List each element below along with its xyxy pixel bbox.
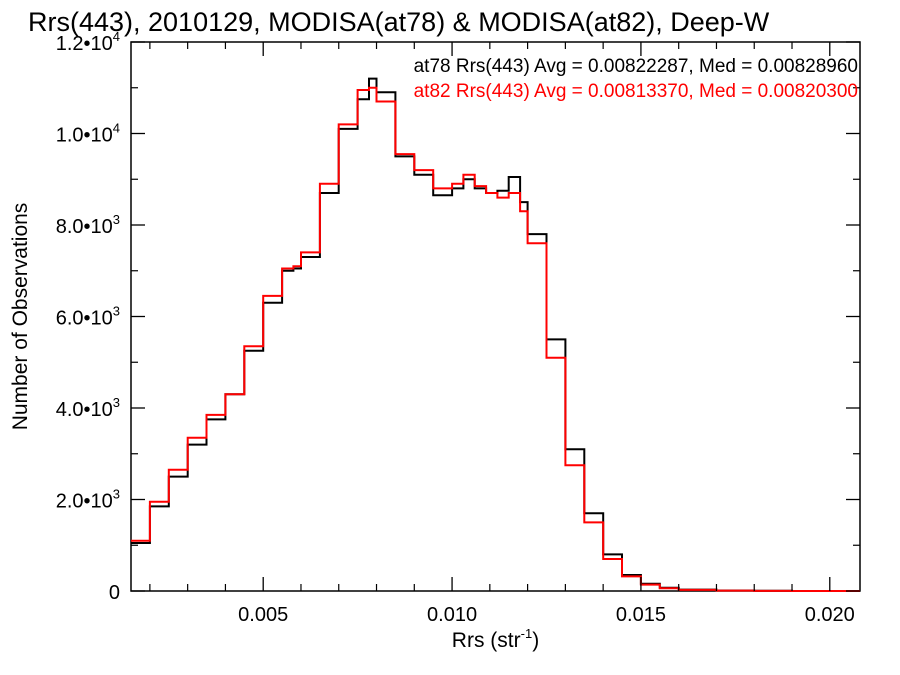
y-tick-mantissa: 4.0•10 bbox=[56, 399, 113, 421]
y-tick-mantissa: 8.0•10 bbox=[56, 216, 113, 238]
y-axis-label: Number of Observations bbox=[9, 203, 32, 431]
y-tick-label: 8.0•103 bbox=[56, 212, 120, 238]
y-tick-exponent: 3 bbox=[113, 395, 120, 410]
series-line-1 bbox=[131, 86, 860, 592]
chart-title: Rrs(443), 2010129, MODISA(at78) & MODISA… bbox=[28, 7, 770, 37]
x-axis-label: Rrs (str-1) bbox=[452, 626, 539, 652]
axis-ticks: 0.005 0.010 0.015 0.02002.0•1034.0•1036.0•1… bbox=[56, 29, 860, 626]
plot-area bbox=[130, 41, 861, 592]
plot-border bbox=[130, 41, 861, 592]
y-tick-label: 0 bbox=[109, 582, 120, 604]
y-tick-mantissa: 1.0•10 bbox=[56, 125, 113, 147]
y-tick-exponent: 4 bbox=[113, 121, 120, 136]
y-tick-exponent: 3 bbox=[113, 487, 120, 502]
y-tick-mantissa: 1.2•10 bbox=[56, 33, 113, 55]
x-tick-label: 0.020 bbox=[805, 604, 855, 626]
y-tick-mantissa: 2.0•10 bbox=[56, 491, 113, 513]
y-tick-label: 1.0•104 bbox=[56, 121, 120, 147]
y-tick-label: 2.0•103 bbox=[56, 487, 120, 513]
y-tick-label: 1.2•104 bbox=[56, 29, 120, 55]
series-layer bbox=[131, 77, 860, 592]
annotation-at82: at82 Rrs(443) Avg = 0.00813370, Med = 0.… bbox=[414, 81, 858, 102]
x-tick-label: 0.015 bbox=[616, 604, 666, 626]
y-tick-exponent: 3 bbox=[113, 304, 120, 319]
x-tick-label: 0.005 bbox=[238, 604, 288, 626]
x-axis-label-text: Rrs (str bbox=[452, 629, 521, 652]
y-tick-label: 6.0•103 bbox=[56, 304, 120, 330]
y-tick-mantissa: 6.0•10 bbox=[56, 308, 113, 330]
y-tick-exponent: 3 bbox=[113, 212, 120, 227]
annotation-at78: at78 Rrs(443) Avg = 0.00822287, Med = 0.… bbox=[414, 56, 858, 77]
series-line-0 bbox=[131, 77, 860, 592]
x-tick-label: 0.010 bbox=[427, 604, 477, 626]
x-axis-label-end: ) bbox=[532, 629, 539, 652]
x-axis-label-superscript: -1 bbox=[521, 626, 533, 641]
y-tick-exponent: 4 bbox=[113, 29, 120, 44]
y-tick-label: 4.0•103 bbox=[56, 395, 120, 421]
